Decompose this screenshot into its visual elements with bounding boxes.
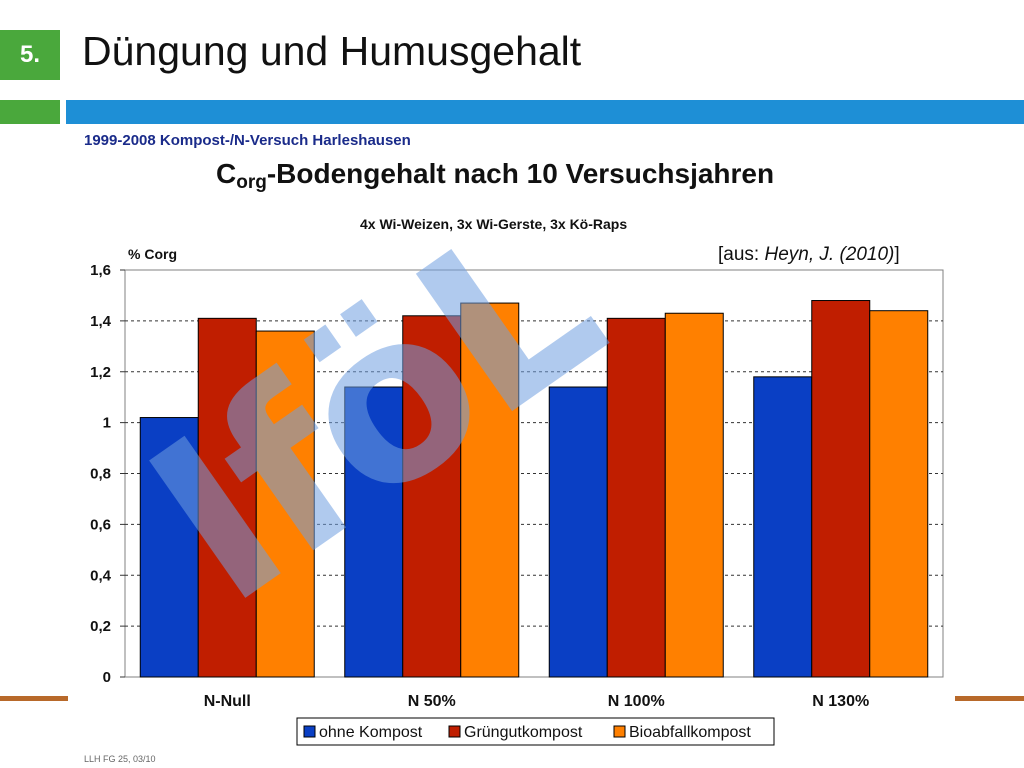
y-tick-label: 1,2 (90, 364, 111, 381)
bar-2-3 (869, 310, 929, 678)
footer-line-left (0, 696, 68, 701)
legend-swatch-2 (613, 725, 626, 738)
chart-subtitle: 4x Wi-Weizen, 3x Wi-Gerste, 3x Kö-Raps (360, 216, 628, 232)
legend-label-1: Grüngutkompost (464, 724, 583, 741)
y-tick-label: 0,8 (90, 466, 111, 483)
y-tick-label: 1 (103, 415, 111, 432)
y-tick-label: 0,6 (90, 516, 111, 533)
legend-label-2: Bioabfallkompost (629, 724, 751, 741)
bar-2-1 (460, 302, 520, 678)
bar-2-2 (664, 312, 724, 678)
y-tick-label: 0 (103, 669, 111, 686)
legend-swatch-0 (303, 725, 316, 738)
bar-1-1 (402, 315, 462, 678)
slide-title: Düngung und Humusgehalt (82, 28, 582, 74)
study-label: 1999-2008 Kompost-/N-Versuch Harleshause… (84, 132, 411, 149)
slide-number-badge: 5. (0, 30, 60, 80)
chart-title-rest: -Bodengehalt nach 10 Versuchsjahren (266, 158, 775, 189)
y-tick-label: 1,4 (90, 313, 112, 330)
bar-1-3 (811, 300, 871, 678)
legend-label-0: ohne Kompost (319, 724, 423, 741)
y-tick-label: 0,2 (90, 618, 111, 635)
source-citation: [aus: Heyn, J. (2010)] (718, 244, 900, 265)
header-green-strip (0, 100, 60, 124)
y-tick-label: 0,4 (90, 567, 112, 584)
source-author: Heyn, J. (2010) (764, 244, 895, 265)
y-axis-label: % Corg (128, 246, 177, 262)
bar-0-2 (548, 386, 608, 678)
bar-2-0 (255, 330, 315, 678)
chart-title: Corg-Bodengehalt nach 10 Versuchsjahren (216, 158, 774, 194)
x-tick-label: N 50% (408, 693, 456, 710)
header-blue-strip (66, 100, 1024, 124)
bar-0-0 (139, 417, 199, 678)
x-tick-label: N 100% (608, 693, 665, 710)
legend-box (296, 717, 775, 746)
legend-swatch-1 (448, 725, 461, 738)
footer-text: LLH FG 25, 03/10 (84, 754, 156, 764)
y-tick-label: 1,6 (90, 262, 111, 279)
chart-title-main: C (216, 158, 237, 189)
x-tick-label: N 130% (812, 693, 869, 710)
bar-0-3 (753, 376, 813, 678)
chart-title-subscript: org (236, 172, 267, 193)
bar-1-0 (197, 317, 257, 678)
footer-line-right (955, 696, 1024, 701)
bar-1-2 (606, 317, 666, 678)
x-tick-label: N-Null (204, 693, 251, 710)
bar-0-1 (344, 386, 404, 678)
